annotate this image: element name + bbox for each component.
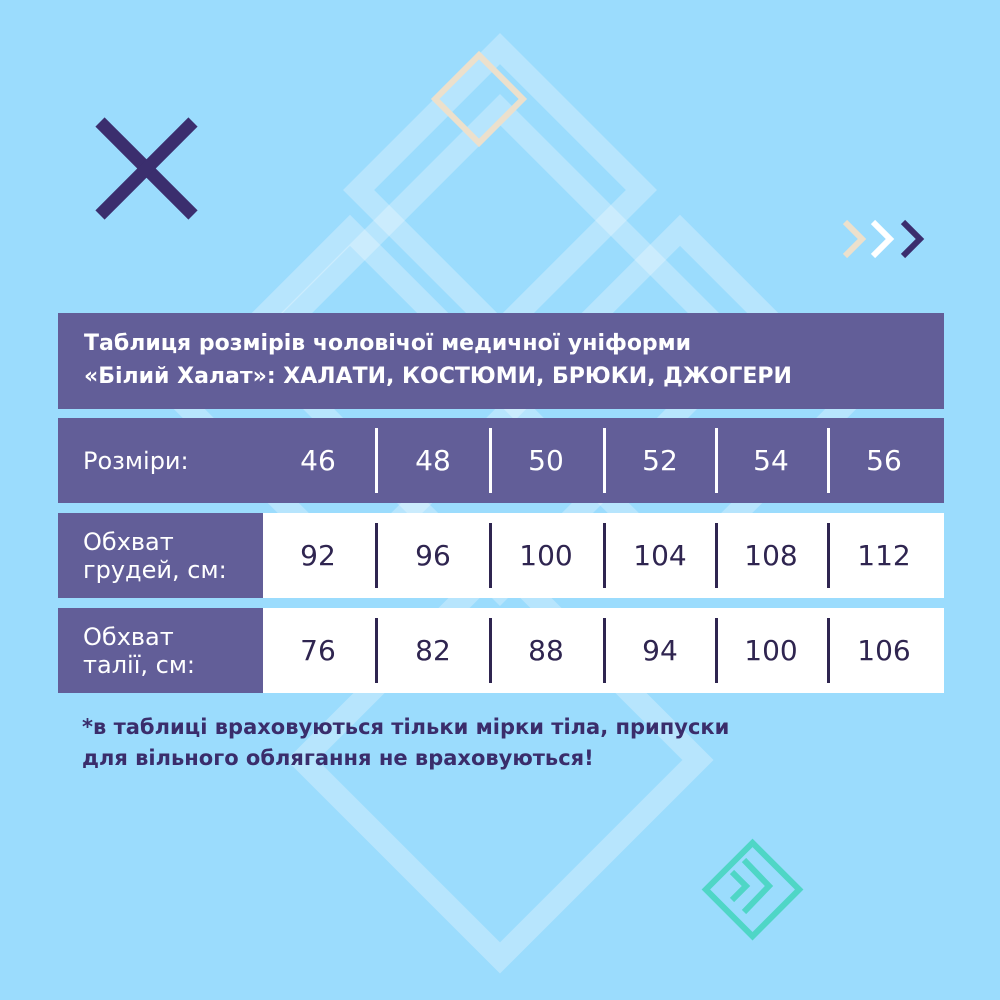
column-divider	[489, 618, 492, 683]
column-divider	[827, 428, 830, 493]
row-label: Розміри:	[58, 418, 238, 503]
column-divider	[375, 428, 378, 493]
row-label: Обхват талії, см:	[58, 608, 263, 693]
table-cell: 100	[519, 539, 573, 572]
chevrons-right-icon	[842, 219, 925, 259]
close-x-icon	[95, 117, 198, 220]
table-cell: 48	[415, 444, 451, 477]
column-divider	[603, 523, 606, 588]
table-cell: 54	[753, 444, 789, 477]
table-title: Таблиця розмірів чоловічої медичної уніф…	[58, 313, 944, 409]
column-divider	[715, 428, 718, 493]
column-divider	[715, 523, 718, 588]
table-cell: 106	[857, 634, 911, 667]
table-cell: 82	[415, 634, 451, 667]
title-line-2: «Білий Халат»: ХАЛАТИ, КОСТЮМИ, БРЮКИ, Д…	[84, 364, 792, 389]
table-cell: 46	[300, 444, 336, 477]
footnote-line: для вільного облягання не враховуються!	[82, 746, 594, 770]
column-divider	[603, 618, 606, 683]
table-cell: 100	[744, 634, 798, 667]
table-cell: 56	[866, 444, 902, 477]
row-label-line: Обхват	[83, 527, 174, 556]
table-cell: 76	[300, 634, 336, 667]
column-divider	[375, 523, 378, 588]
column-divider	[827, 523, 830, 588]
row-label-line: грудей, см:	[83, 555, 227, 584]
column-divider	[375, 618, 378, 683]
table-row-sizes: Розміри: 46 48 50 52 54 56	[58, 418, 944, 503]
table-cell: 96	[415, 539, 451, 572]
row-label-line: талії, см:	[83, 650, 196, 679]
column-divider	[489, 428, 492, 493]
column-divider	[489, 523, 492, 588]
table-cell: 94	[642, 634, 678, 667]
column-divider	[827, 618, 830, 683]
table-cell: 88	[528, 634, 564, 667]
footnote-line: *в таблиці враховуються тільки мірки тіл…	[82, 715, 730, 739]
table-cell: 108	[744, 539, 798, 572]
title-line-1: Таблиця розмірів чоловічої медичної уніф…	[84, 331, 692, 356]
table-cell: 104	[633, 539, 687, 572]
table-cell: 112	[857, 539, 911, 572]
row-label: Обхват грудей, см:	[58, 513, 263, 598]
beige-diamond-icon	[430, 50, 528, 148]
column-divider	[715, 618, 718, 683]
table-row-chest: Обхват грудей, см: 92 96 100 104 108 112	[58, 513, 944, 598]
teal-diamond-chevron-icon	[701, 838, 804, 941]
table-cell: 52	[642, 444, 678, 477]
table-cell: 92	[300, 539, 336, 572]
table-row-waist: Обхват талії, см: 76 82 88 94 100 106	[58, 608, 944, 693]
table-cell: 50	[528, 444, 564, 477]
column-divider	[603, 428, 606, 493]
row-label-line: Обхват	[83, 622, 174, 651]
footnote: *в таблиці враховуються тільки мірки тіл…	[82, 712, 729, 774]
